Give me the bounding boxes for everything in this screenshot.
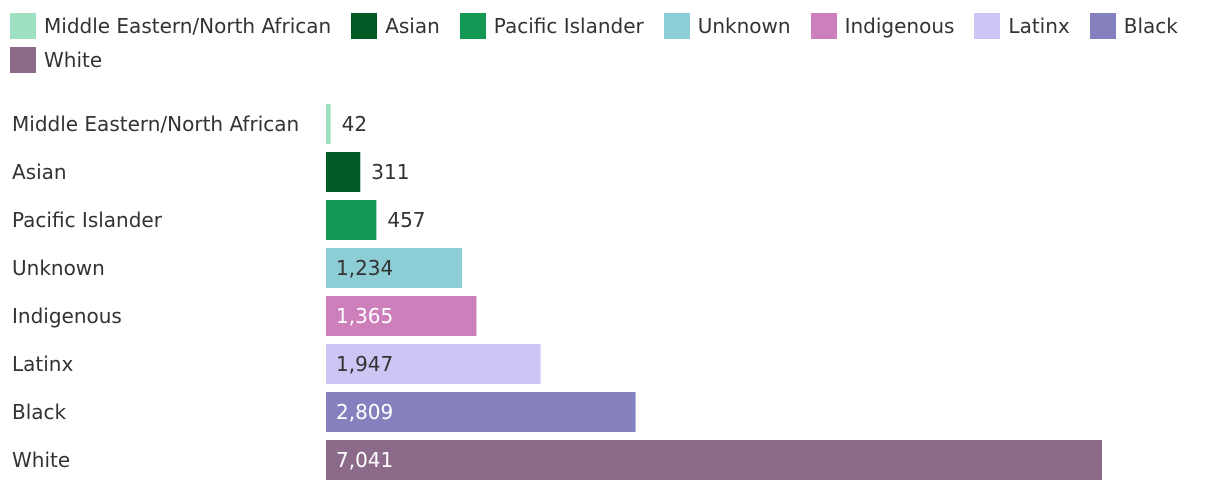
value-label: 1,234 [336,256,393,280]
legend-item-pacific-islander: Pacific Islander [459,13,644,39]
value-label: 1,365 [336,304,393,328]
category-label: Middle Eastern/North African [12,112,299,136]
bar-pacific-islander [326,200,377,240]
legend-swatch [810,13,837,39]
bar-white [326,440,1102,480]
legend-item-asian: Asian [351,13,440,39]
legend-item-indigenous: Indigenous [810,13,955,39]
bar-asian [326,152,361,192]
legend-item-middle-eastern-north-african: Middle Eastern/North African [10,13,331,39]
category-label: Asian [12,160,67,184]
value-label: 7,041 [336,448,393,472]
legend-swatch [351,13,378,39]
legend-label: Middle Eastern/North African [44,14,332,38]
value-label: 1,947 [336,352,393,376]
legend-label: Indigenous [844,14,955,38]
bar-middle-eastern-north-african [326,104,331,144]
legend-item-black: Black [1089,13,1178,39]
legend-swatch [1089,13,1116,39]
legend-swatch [10,47,36,73]
legend-swatch [459,13,486,39]
legend-label: Latinx [1008,14,1070,38]
category-label: Black [12,400,67,424]
value-label: 311 [371,160,409,184]
bar-unknown [326,248,463,288]
bar-latinx [326,344,541,384]
bar-black [326,392,636,432]
category-label: Unknown [12,256,105,280]
legend-label: White [44,48,103,72]
legend-swatch [974,13,1001,39]
legend-label: Pacific Islander [493,14,644,38]
legend-label: Black [1123,14,1178,38]
value-label: 42 [342,112,367,136]
legend-item-unknown: Unknown [663,13,791,39]
value-label: 2,809 [336,400,393,424]
legend-label: Unknown [697,14,791,38]
category-label: White [12,448,70,472]
category-label: Latinx [12,352,73,376]
chart-legend: Middle Eastern/North African Asian Pacific… [10,13,1215,73]
value-label: 457 [387,208,425,232]
bar-indigenous [326,296,477,336]
category-label: Indigenous [12,304,122,328]
legend-swatch [10,13,36,39]
category-label: Pacific Islander [12,208,163,232]
legend-label: Asian [385,14,440,38]
legend-item-white: White [10,47,102,73]
bar-chart: Middle Eastern/North African 42 Asian 311 Pa… [12,104,1102,480]
legend-swatch [663,13,690,39]
legend-item-latinx: Latinx [974,13,1070,39]
